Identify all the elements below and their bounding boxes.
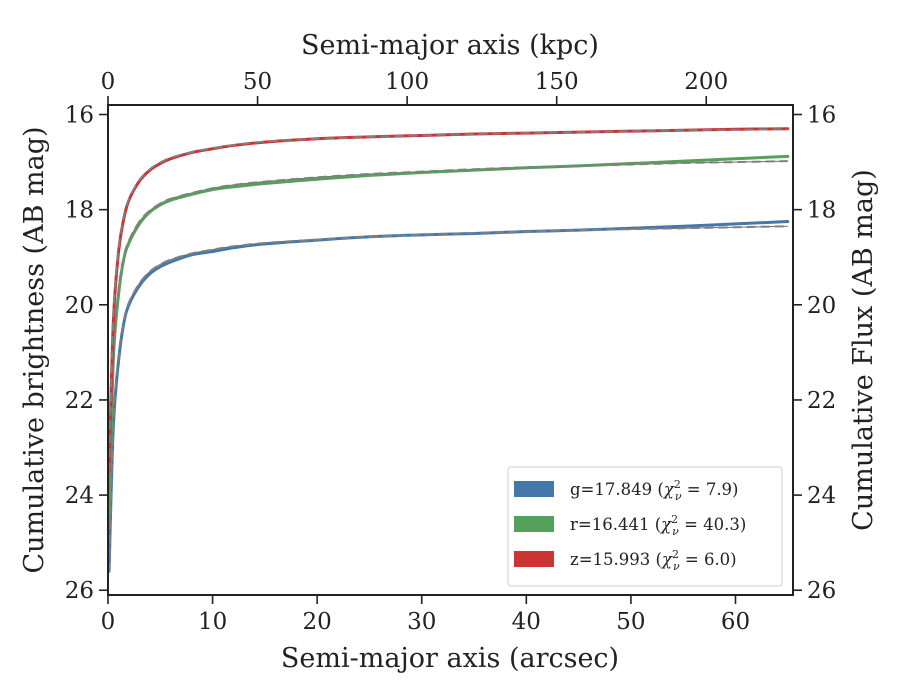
right-y-tick-label: 20 xyxy=(807,293,836,319)
right-y-tick-label: 18 xyxy=(807,198,836,224)
x-tick-label: 50 xyxy=(616,609,645,635)
model-line-g xyxy=(108,225,788,572)
right-y-tick-label: 26 xyxy=(807,578,836,604)
model-line-r xyxy=(108,160,788,519)
plot-frame xyxy=(107,104,794,596)
model-core-r xyxy=(108,160,788,519)
x-tick-label: 40 xyxy=(512,609,541,635)
x-tick-label: 60 xyxy=(721,609,750,635)
y-tick-label: 24 xyxy=(65,483,94,509)
y-tick-label: 26 xyxy=(65,578,94,604)
legend-items: g=17.849 (χ2 ν = 7.9) r=16.441 (χ2 ν = 40.3… xyxy=(514,478,746,573)
model-line-z xyxy=(108,128,788,472)
legend-label-z: z=15.993 (χ2 ν = 6.0) xyxy=(570,548,737,573)
top-x-tick-label: 0 xyxy=(101,69,116,95)
right-y-tick-label: 16 xyxy=(807,103,836,129)
legend-swatch-z xyxy=(514,551,554,567)
legend-label-r: r=16.441 (χ2 ν = 40.3) xyxy=(570,513,746,538)
x-tick-label: 10 xyxy=(198,609,227,635)
right-y-axis-title: Cumulative Flux (AB mag) xyxy=(848,169,879,531)
legend-box xyxy=(507,466,783,587)
model-core-z xyxy=(108,128,788,472)
legend-swatch-r xyxy=(514,516,554,532)
legend-label-g: g=17.849 (χ2 ν = 7.9) xyxy=(570,478,739,503)
right-y-tick-label: 24 xyxy=(807,483,836,509)
y-axis-title: Cumulative brightness (AB mag) xyxy=(19,126,50,573)
top-x-tick-label: 50 xyxy=(243,69,272,95)
data-curves xyxy=(107,127,790,573)
top-x-tick-label: 150 xyxy=(535,69,579,95)
series-line-z xyxy=(107,127,790,473)
x-tick-label: 20 xyxy=(303,609,332,635)
top-x-tick-label: 100 xyxy=(385,69,429,95)
top-x-tick-label: 200 xyxy=(684,69,728,95)
x-tick-label: 30 xyxy=(407,609,436,635)
y-tick-label: 16 xyxy=(65,103,94,129)
axis-ticks: 0 10 20 30 40 50 60 0 50 100 150 200 16 18 20 22 24 26 16 1… xyxy=(65,69,837,635)
legend: g=17.849 (χ2 ν = 7.9) r=16.441 (χ2 ν = 40.3… xyxy=(507,466,783,587)
y-tick-label: 20 xyxy=(65,293,94,319)
x-axis-title: Semi-major axis (arcsec) xyxy=(281,643,619,674)
x-tick-label: 0 xyxy=(101,609,116,635)
top-x-axis-title: Semi-major axis (kpc) xyxy=(301,30,599,61)
y-tick-label: 22 xyxy=(65,388,94,414)
right-y-tick-label: 22 xyxy=(807,388,836,414)
y-tick-label: 18 xyxy=(65,198,94,224)
series-line-r xyxy=(107,154,790,521)
legend-swatch-g xyxy=(514,481,554,497)
